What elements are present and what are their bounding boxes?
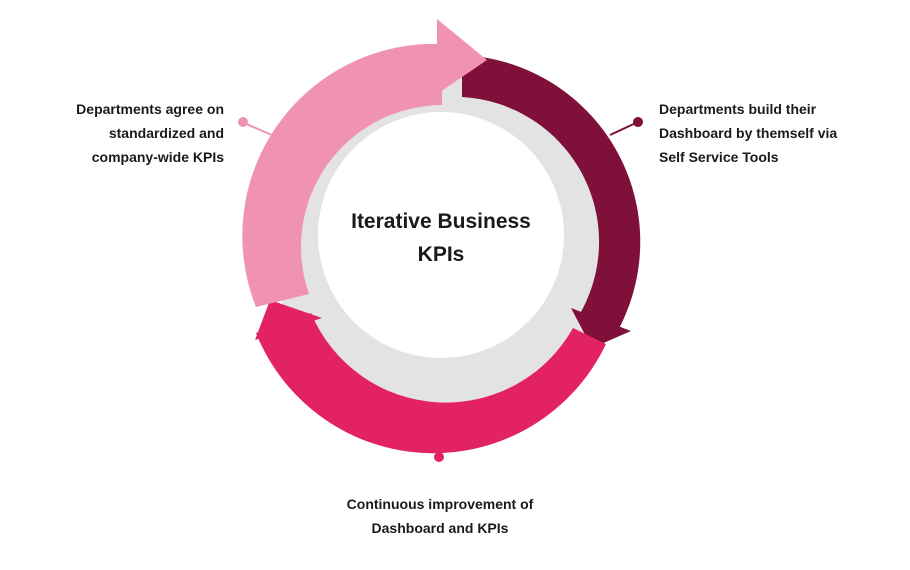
connector-line-right	[609, 121, 639, 136]
connector-dot-left	[238, 117, 248, 127]
arc-build-dashboard	[462, 55, 641, 339]
arrowhead-build-dashboard	[571, 308, 631, 348]
connector-line-left	[243, 122, 273, 136]
step-label-line: Dashboard by themself via	[659, 125, 838, 141]
connector-dot-bottom	[434, 452, 444, 462]
arc-agree-kpis	[242, 43, 442, 307]
step-label-line: Continuous improvement of	[346, 496, 534, 512]
step-label-line: standardized and	[108, 125, 224, 141]
arrowhead-agree-kpis	[437, 19, 487, 94]
diagram-title-line: Iterative Business	[351, 210, 531, 233]
diagram-title-line: KPIs	[417, 243, 465, 266]
step-label-build-dashboard: Departments build their Dashboard by the…	[659, 97, 837, 169]
step-label-line: Departments agree on	[76, 101, 224, 117]
step-label-continuous-improvement: Continuous improvement of Dashboard and …	[240, 492, 640, 540]
step-label-line: company-wide KPIs	[91, 149, 224, 165]
step-label-line: Departments build their	[659, 101, 817, 117]
connector-dot-right	[633, 117, 643, 127]
step-label-line: Self Service Tools	[659, 149, 779, 165]
arrowhead-continuous-improvement	[255, 300, 322, 340]
diagram-title: Iterative Business KPIs	[341, 205, 541, 271]
arc-continuous-improvement	[256, 313, 606, 454]
step-label-agree-kpis: Departments agree on standardized and co…	[76, 97, 224, 169]
step-label-line: Dashboard and KPIs	[371, 520, 509, 536]
